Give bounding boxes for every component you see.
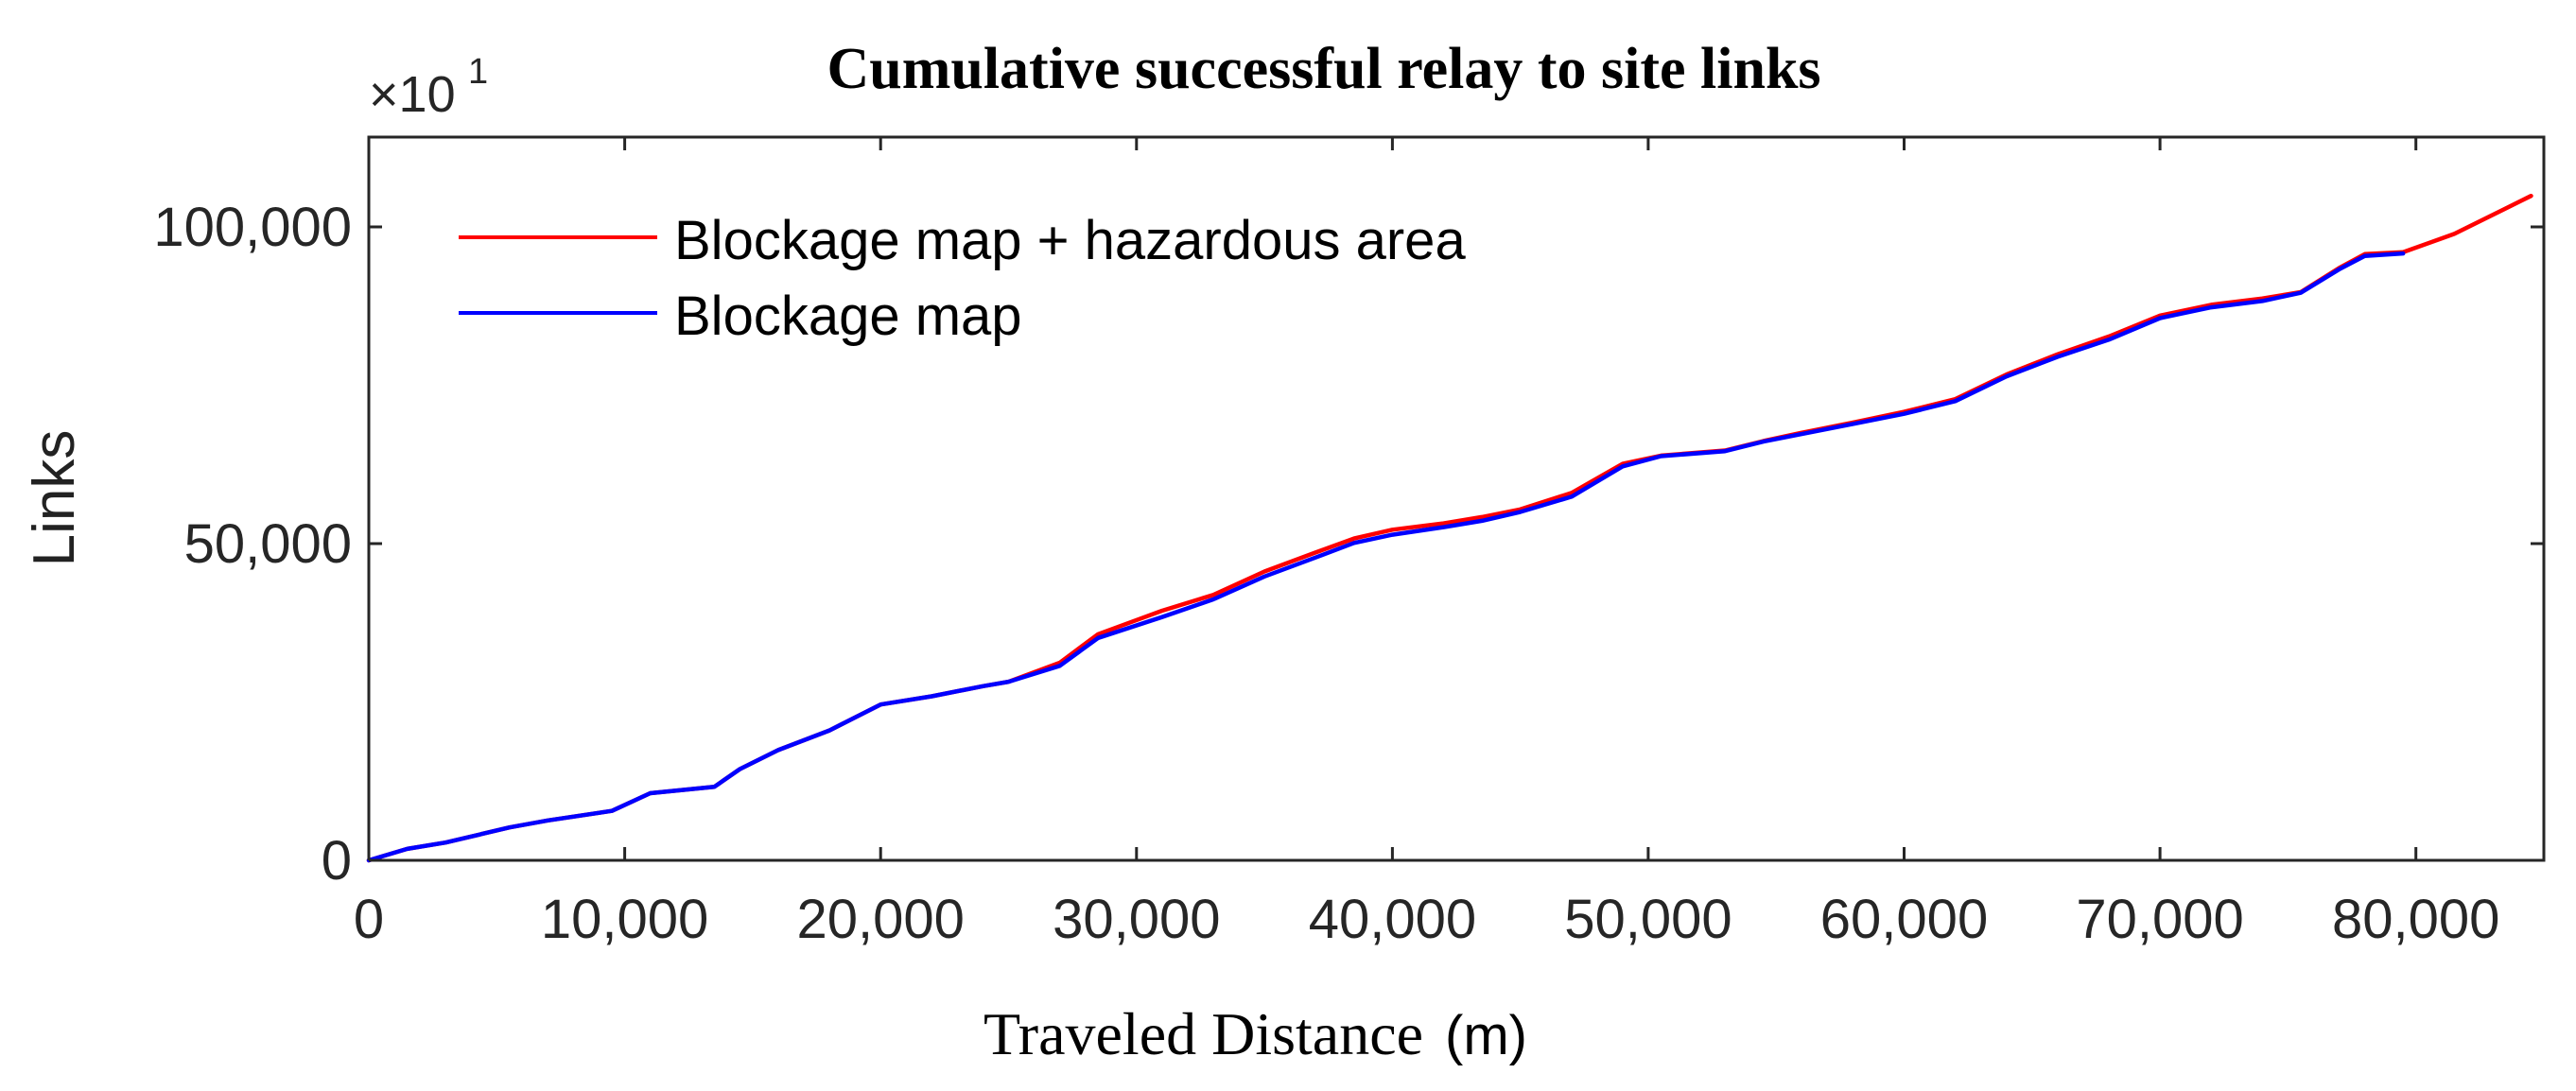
legend-label-series-2: Blockage map <box>674 286 1022 347</box>
y-tick-label: 100,000 <box>153 197 352 258</box>
y-tick-label: 50,000 <box>184 513 352 575</box>
x-axis-label: Traveled Distance (m) <box>983 1000 1527 1067</box>
chart-title: Cumulative successful relay to site link… <box>827 37 1820 101</box>
x-tick-label: 70,000 <box>2076 889 2243 950</box>
legend: Blockage map + hazardous area Blockage m… <box>459 210 1466 347</box>
y-multiplier: ×10 1 <box>369 52 488 123</box>
x-tick-label: 40,000 <box>1309 889 1476 950</box>
x-tick-label: 50,000 <box>1564 889 1732 950</box>
y-tick-label: 0 <box>322 830 352 892</box>
x-tick-label: 80,000 <box>2332 889 2499 950</box>
x-tick-label: 20,000 <box>796 889 964 950</box>
series-line-2 <box>366 251 2406 863</box>
plot-area: 0 10,000 20,000 30,000 40,000 50,000 60,000 70,… <box>153 135 2546 950</box>
y-axis-label: Links <box>22 430 87 567</box>
y-multiplier-base: ×10 <box>369 66 456 123</box>
x-tick-label: 10,000 <box>541 889 708 950</box>
x-axis-label-unit: (m) <box>1445 1005 1527 1066</box>
x-tick-label: 0 <box>354 889 384 950</box>
tick-layer: 0 10,000 20,000 30,000 40,000 50,000 60,000 70,… <box>153 137 2544 950</box>
x-tick-label: 60,000 <box>1820 889 1988 950</box>
x-axis-label-text: Traveled Distance <box>983 1000 1423 1067</box>
y-multiplier-exponent: 1 <box>468 52 488 92</box>
legend-label-series-1: Blockage map + hazardous area <box>674 210 1466 271</box>
series-layer <box>366 193 2533 863</box>
x-tick-label: 30,000 <box>1053 889 1220 950</box>
plot-frame <box>367 135 2546 862</box>
